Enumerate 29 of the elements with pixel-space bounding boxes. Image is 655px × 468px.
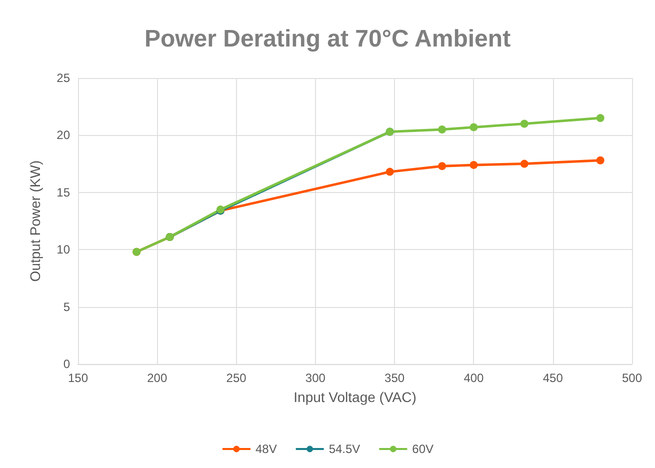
x-tick-label: 200 [147, 371, 168, 385]
y-tick-label: 20 [56, 128, 70, 142]
x-tick-label: 150 [68, 371, 88, 385]
chart-title: Power Derating at 70°C Ambient [144, 26, 511, 52]
point [520, 120, 528, 128]
y-axis-title: Output Power (KW) [27, 160, 43, 282]
x-tick-label: 450 [542, 371, 564, 385]
x-tick-label: 350 [384, 371, 405, 385]
y-tick-label: 15 [56, 185, 70, 200]
point [596, 156, 604, 164]
y-tick-label: 10 [56, 242, 70, 257]
y-tick-label: 25 [56, 71, 70, 85]
point [438, 162, 446, 170]
point [520, 160, 528, 168]
point [386, 168, 394, 176]
y-tick-label: 5 [63, 300, 70, 314]
x-tick-label: 400 [464, 371, 484, 385]
legend-label: 54.5V [328, 442, 360, 456]
point [596, 114, 604, 122]
x-axis-title: Input Voltage (VAC) [294, 389, 416, 405]
x-tick-label: 500 [622, 371, 642, 385]
point [438, 125, 446, 134]
legend-label: 60V [412, 442, 434, 456]
y-tick-label: 0 [63, 357, 70, 371]
x-tick-label: 250 [226, 371, 247, 385]
x-tick-label: 300 [305, 371, 326, 385]
legend-label: 48V [255, 442, 277, 456]
point [470, 123, 478, 132]
point [470, 160, 478, 169]
